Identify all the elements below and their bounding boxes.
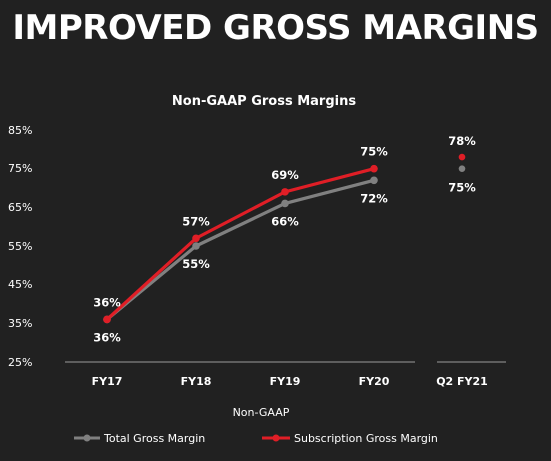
data-point-subscription [281,188,289,196]
y-axis-ticks: 25% 35% 45% 55% 65% 75% 85% [8,124,32,369]
data-point-total-q2-fy21 [458,165,466,172]
y-tick-label: 65% [8,201,32,214]
x-axis-label: Non-GAAP [233,406,290,419]
x-tick-label: FY18 [181,375,212,388]
legend-label-subscription: Subscription Gross Margin [294,432,438,445]
series-line-total [105,178,376,322]
data-point-subscription [370,164,378,173]
data-label-total-q2-fy21: 75% [448,181,476,195]
y-tick-label: 25% [8,356,32,369]
y-tick-label: 35% [8,317,32,330]
x-tick-label: FY20 [359,375,390,388]
y-tick-label: 45% [8,278,32,291]
legend-label-total: Total Gross Margin [103,432,205,445]
data-point-subscription [192,234,200,243]
series-line-subscription [105,167,376,322]
y-tick-label: 75% [8,162,32,175]
x-tick-label-q2-fy21: Q2 FY21 [436,375,488,388]
data-point-subscription-q2-fy21 [458,153,466,161]
x-axis-ticks: FY17 FY18 FY19 FY20 Q2 FY21 [92,375,488,388]
data-point-subscription [103,315,111,324]
data-label-subscription: 75% [360,145,388,159]
data-point-total [281,199,289,208]
page-title: IMPROVED GROSS MARGINS [12,8,539,48]
legend-item-subscription: Subscription Gross Margin [262,432,438,445]
data-label-subscription: 69% [271,168,299,182]
legend-item-total: Total Gross Margin [74,432,205,445]
data-label-subscription-q2-fy21: 78% [448,134,476,148]
x-tick-label: FY19 [270,375,301,388]
series-layer: 36% 55% 66% 72% 36% 57% 69% 75% 78% 75% [93,134,476,344]
data-label-total: 55% [182,257,210,271]
x-tick-label: FY17 [92,375,123,388]
data-label-total: 66% [271,214,299,228]
data-label-subscription: 57% [182,214,210,228]
data-label-subscription: 36% [93,295,121,309]
legend: Total Gross Margin Subscription Gross Ma… [74,432,438,445]
data-point-total [370,176,378,185]
legend-marker-subscription [272,434,280,442]
y-tick-label: 85% [8,124,32,137]
y-tick-label: 55% [8,240,32,253]
data-point-total [192,242,200,250]
data-label-total: 36% [93,330,121,344]
legend-marker-total [83,434,91,442]
chart-title: Non-GAAP Gross Margins [172,94,356,109]
data-label-total: 72% [360,191,388,205]
